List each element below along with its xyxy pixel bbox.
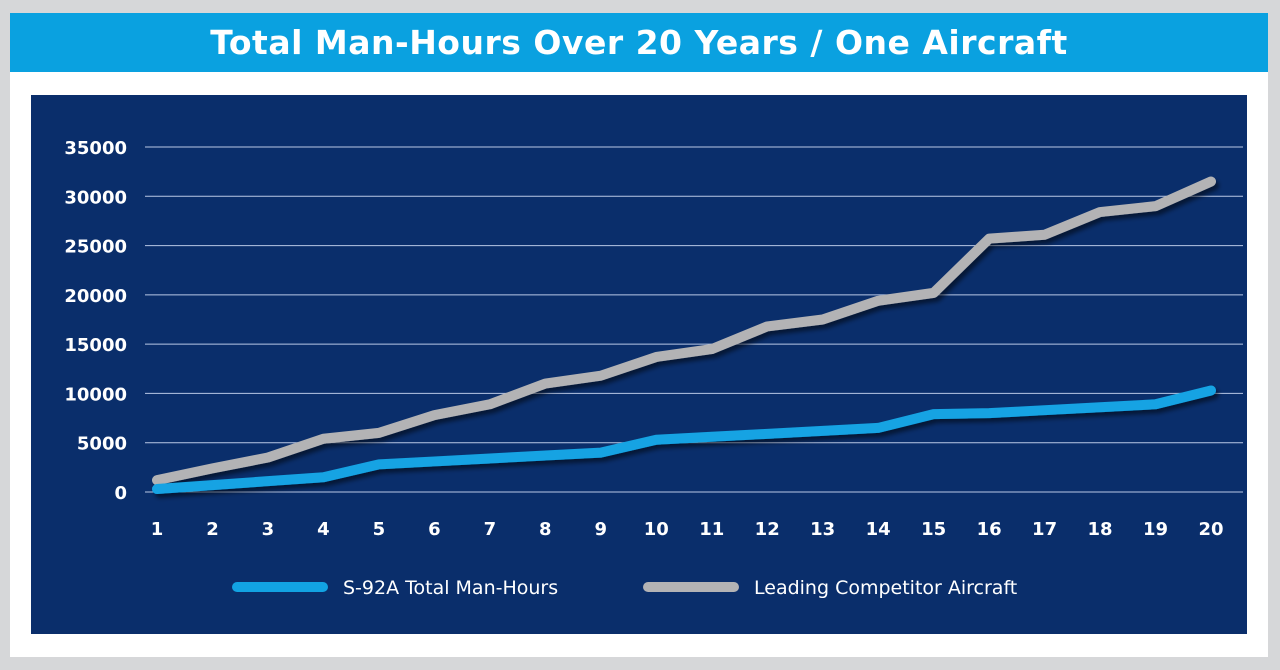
x-tick-label: 8 [539, 519, 552, 540]
x-tick-label: 6 [428, 519, 441, 540]
series-line [152, 176, 1216, 486]
x-tick-label: 13 [810, 519, 835, 540]
x-tick-label: 16 [977, 519, 1002, 540]
x-tick-label: 1 [151, 519, 164, 540]
y-tick-label: 15000 [64, 335, 127, 356]
x-tick-label: 19 [1143, 519, 1168, 540]
x-tick-label: 9 [595, 519, 608, 540]
legend-label: Leading Competitor Aircraft [754, 577, 1017, 599]
legend-item: S-92A Total Man-Hours [232, 577, 558, 599]
x-tick-label: 2 [206, 519, 219, 540]
x-tick-label: 10 [644, 519, 669, 540]
series-line [152, 385, 1216, 495]
x-tick-label: 11 [699, 519, 724, 540]
x-tick-label: 12 [755, 519, 780, 540]
legend-item: Leading Competitor Aircraft [643, 577, 1017, 599]
chart-title: Total Man-Hours Over 20 Years / One Airc… [210, 23, 1068, 62]
y-tick-label: 30000 [64, 187, 127, 208]
title-bar: Total Man-Hours Over 20 Years / One Airc… [10, 13, 1268, 72]
chart-card: Total Man-Hours Over 20 Years / One Airc… [10, 13, 1268, 657]
y-tick-label: 35000 [64, 138, 127, 159]
x-tick-label: 15 [921, 519, 946, 540]
x-tick-label: 7 [484, 519, 497, 540]
x-tick-label: 4 [317, 519, 330, 540]
y-tick-label: 25000 [64, 237, 127, 258]
x-tick-label: 5 [373, 519, 386, 540]
legend-label: S-92A Total Man-Hours [343, 577, 558, 599]
y-tick-label: 20000 [64, 286, 127, 307]
y-tick-label: 10000 [64, 384, 127, 405]
x-tick-label: 18 [1088, 519, 1113, 540]
x-tick-label: 3 [262, 519, 275, 540]
x-tick-label: 17 [1032, 519, 1057, 540]
x-tick-label: 14 [866, 519, 891, 540]
x-tick-label: 20 [1198, 519, 1223, 540]
y-tick-label: 0 [114, 483, 127, 504]
plot-area: 0 5000 10000 15000 20000 25000 30000 35000 1 2 3 4 5… [31, 95, 1247, 634]
y-tick-label: 5000 [77, 434, 127, 455]
